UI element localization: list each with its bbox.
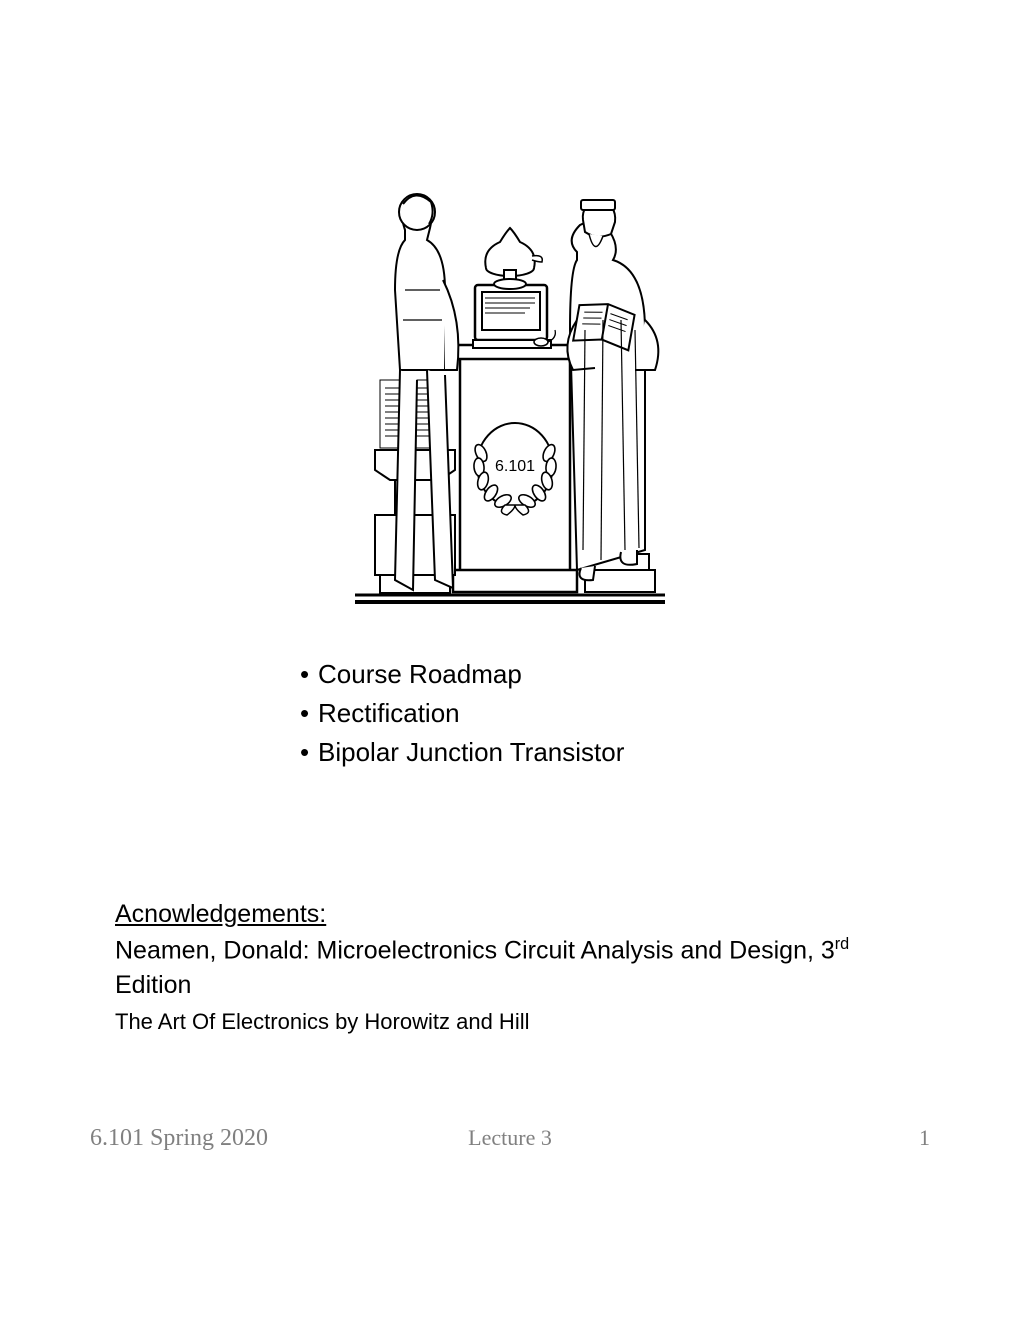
acknowledgements-heading: Acnowledgements: [115,900,915,929]
topics-list: •Course Roadmap •Rectification •Bipolar … [300,655,624,772]
course-emblem-icon: 6.101 [345,170,675,620]
footer-page-number: 1 [919,1125,930,1151]
ack-line1-prefix: Neamen, Donald: Microelectronics Circuit… [115,936,835,964]
ack-line1-suffix: Edition [115,971,191,999]
acknowledgements-block: Acnowledgements: Neamen, Donald: Microel… [115,900,915,1038]
footer-lecture-number: Lecture 3 [0,1125,1020,1151]
slide: 6.101 [0,0,1020,1320]
topic-text: Rectification [318,698,460,728]
ack-line1-sup: rd [835,935,849,953]
emblem-course-number: 6.101 [495,458,535,475]
acknowledgements-line-2: The Art Of Electronics by Horowitz and H… [115,1007,915,1038]
topic-item: •Rectification [300,694,624,733]
topic-text: Course Roadmap [318,659,522,689]
topic-text: Bipolar Junction Transistor [318,737,624,767]
topic-item: •Course Roadmap [300,655,624,694]
course-emblem-container: 6.101 [0,170,1020,625]
topic-item: •Bipolar Junction Transistor [300,733,624,772]
acknowledgements-line-1: Neamen, Donald: Microelectronics Circuit… [115,933,915,1003]
